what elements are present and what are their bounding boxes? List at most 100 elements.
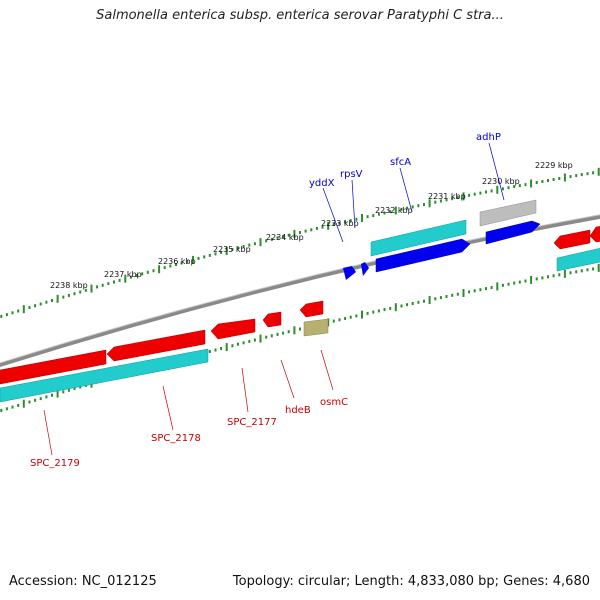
gene-arrow-cyan[interactable] [0,348,209,403]
minor-tick [96,285,99,289]
forward-feature-track [343,199,600,280]
minor-tick [237,246,239,250]
gene-arrow-cyan[interactable] [370,219,467,257]
minor-tick [456,292,459,296]
minor-tick [575,174,578,178]
minor-tick [248,243,251,247]
major-tick [530,275,533,284]
major-tick [394,206,397,215]
gene-arrow-red[interactable] [299,300,324,318]
major-tick [293,229,296,238]
gene-arrow-red[interactable] [589,225,600,243]
minor-tick [586,268,589,272]
gene-arrow-gray[interactable] [479,199,537,227]
minor-tick [490,189,493,193]
gene-label-yddX[interactable]: yddX [309,178,335,189]
minor-tick [586,172,589,176]
minor-tick [73,292,76,296]
minor-tick [276,236,279,240]
minor-tick [118,278,121,282]
minor-tick [400,304,403,308]
major-tick [428,296,431,304]
kbp-label: 2231 kbp [428,192,466,201]
gene-arrow-blue[interactable] [485,220,541,245]
minor-tick [501,187,504,191]
gene-arrow-blue[interactable] [343,266,356,280]
minor-tick [524,279,527,283]
major-tick [56,389,59,398]
minor-tick [383,308,386,312]
gene-arrow-blue[interactable] [361,262,369,276]
minor-tick [383,211,386,215]
minor-tick [163,266,166,270]
minor-tick [400,207,403,211]
gene-label-SPC_2177[interactable]: SPC_2177 [227,417,277,428]
minor-tick [242,245,245,248]
minor-tick [344,220,347,224]
minor-tick [535,277,538,281]
kbp-label: 2238 kbp [50,281,88,290]
accession-label: Accession: NC_012125 [9,574,157,589]
major-tick [530,179,533,188]
gene-label-hdeB[interactable]: hdeB [285,405,311,416]
major-tick [191,255,194,264]
gene-box-olive[interactable] [303,318,329,337]
minor-tick [5,313,8,317]
minor-tick [270,237,273,241]
minor-tick [67,293,70,297]
gene-label-sfcA[interactable]: sfcA [390,157,411,168]
gene-arrow-red[interactable] [0,349,107,385]
minor-tick [411,302,414,305]
minor-tick [349,219,352,223]
minor-tick [344,317,347,320]
minor-tick [17,403,20,407]
minor-tick [501,283,504,287]
minor-tick [203,255,206,259]
kbp-label: 2237 kbp [104,270,142,279]
genome-summary: Topology: circular; Length: 4,833,080 bp… [232,574,590,589]
minor-tick [180,261,183,265]
minor-tick [282,331,285,335]
major-tick [259,334,262,343]
major-tick [462,192,465,201]
kbp-label: 2234 kbp [266,233,304,242]
gene-arrow-red[interactable] [553,229,591,250]
gene-arrow-red[interactable] [106,329,206,362]
minor-tick [79,290,82,294]
gene-arrow-red[interactable] [262,311,282,328]
minor-tick [366,311,369,315]
minor-tick [237,342,239,346]
minor-tick [242,341,245,345]
minor-tick [287,233,290,237]
major-tick [90,284,93,293]
gene-label-SPC_2179[interactable]: SPC_2179 [30,458,80,469]
minor-tick [129,275,132,279]
gene-arrow-blue[interactable] [375,238,471,273]
gene-arrow-cyan[interactable] [556,246,600,272]
kbp-label: 2230 kbp [482,177,520,186]
gene-label-adhP[interactable]: adhP [476,132,501,143]
minor-tick [39,302,42,306]
minor-tick [569,175,572,179]
outer-tick-ring [0,167,600,318]
minor-tick [372,310,375,314]
gene-arrow-red[interactable] [210,318,256,340]
kbp-label: 2229 kbp [535,161,573,170]
minor-tick [473,289,476,293]
minor-tick [406,206,409,210]
minor-tick [17,309,20,313]
minor-tick [51,393,53,397]
minor-tick [197,256,200,260]
major-tick [158,265,161,274]
gene-label-rpsV[interactable]: rpsV [340,169,363,180]
minor-tick [79,385,82,389]
kbp-label: 2232 kbp [375,206,413,215]
gene-label-osmC[interactable]: osmC [320,397,348,408]
major-tick [293,326,296,335]
minor-tick [62,390,65,394]
minor-tick [355,217,358,221]
gene-label-SPC_2178[interactable]: SPC_2178 [151,433,201,444]
minor-tick [518,280,521,284]
minor-tick [146,270,149,274]
